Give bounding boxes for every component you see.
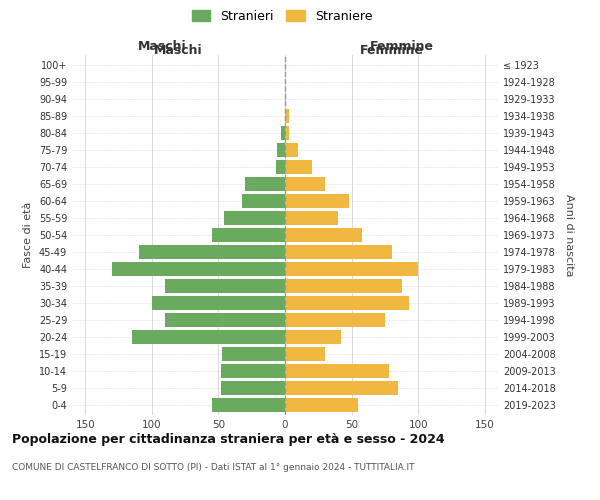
Bar: [165, 313, 285, 327]
Bar: [285, 211, 338, 225]
Bar: [221, 364, 285, 378]
Text: Maschi: Maschi: [154, 44, 203, 57]
Bar: [285, 160, 311, 174]
Bar: [112, 262, 285, 276]
Bar: [285, 364, 389, 378]
Text: Popolazione per cittadinanza straniera per età e sesso - 2024: Popolazione per cittadinanza straniera p…: [12, 432, 445, 446]
Y-axis label: Anni di nascita: Anni di nascita: [564, 194, 574, 276]
Bar: [277, 143, 285, 157]
Bar: [212, 398, 285, 412]
Bar: [221, 381, 285, 395]
Text: Femmine: Femmine: [370, 40, 434, 52]
Text: COMUNE DI CASTELFRANCO DI SOTTO (PI) - Dati ISTAT al 1° gennaio 2024 - TUTTITALI: COMUNE DI CASTELFRANCO DI SOTTO (PI) - D…: [12, 462, 415, 471]
Text: Maschi: Maschi: [137, 40, 187, 52]
Bar: [285, 330, 341, 344]
Bar: [212, 228, 285, 242]
Bar: [132, 330, 285, 344]
Bar: [242, 194, 285, 208]
Text: Femmine: Femmine: [359, 44, 424, 57]
Bar: [285, 109, 289, 123]
Bar: [224, 211, 285, 225]
Bar: [285, 126, 289, 140]
Bar: [285, 262, 418, 276]
Bar: [281, 126, 285, 140]
Bar: [152, 296, 285, 310]
Bar: [285, 347, 325, 361]
Y-axis label: Fasce di età: Fasce di età: [23, 202, 33, 268]
Bar: [223, 347, 285, 361]
Bar: [285, 194, 349, 208]
Bar: [285, 279, 402, 293]
Bar: [285, 228, 362, 242]
Bar: [285, 296, 409, 310]
Bar: [285, 398, 358, 412]
Bar: [139, 245, 285, 259]
Bar: [285, 381, 398, 395]
Bar: [285, 245, 392, 259]
Bar: [275, 160, 285, 174]
Bar: [165, 279, 285, 293]
Bar: [285, 177, 325, 191]
Bar: [285, 313, 385, 327]
Legend: Stranieri, Straniere: Stranieri, Straniere: [188, 6, 376, 26]
Bar: [285, 143, 298, 157]
Bar: [285, 92, 286, 106]
Bar: [245, 177, 285, 191]
